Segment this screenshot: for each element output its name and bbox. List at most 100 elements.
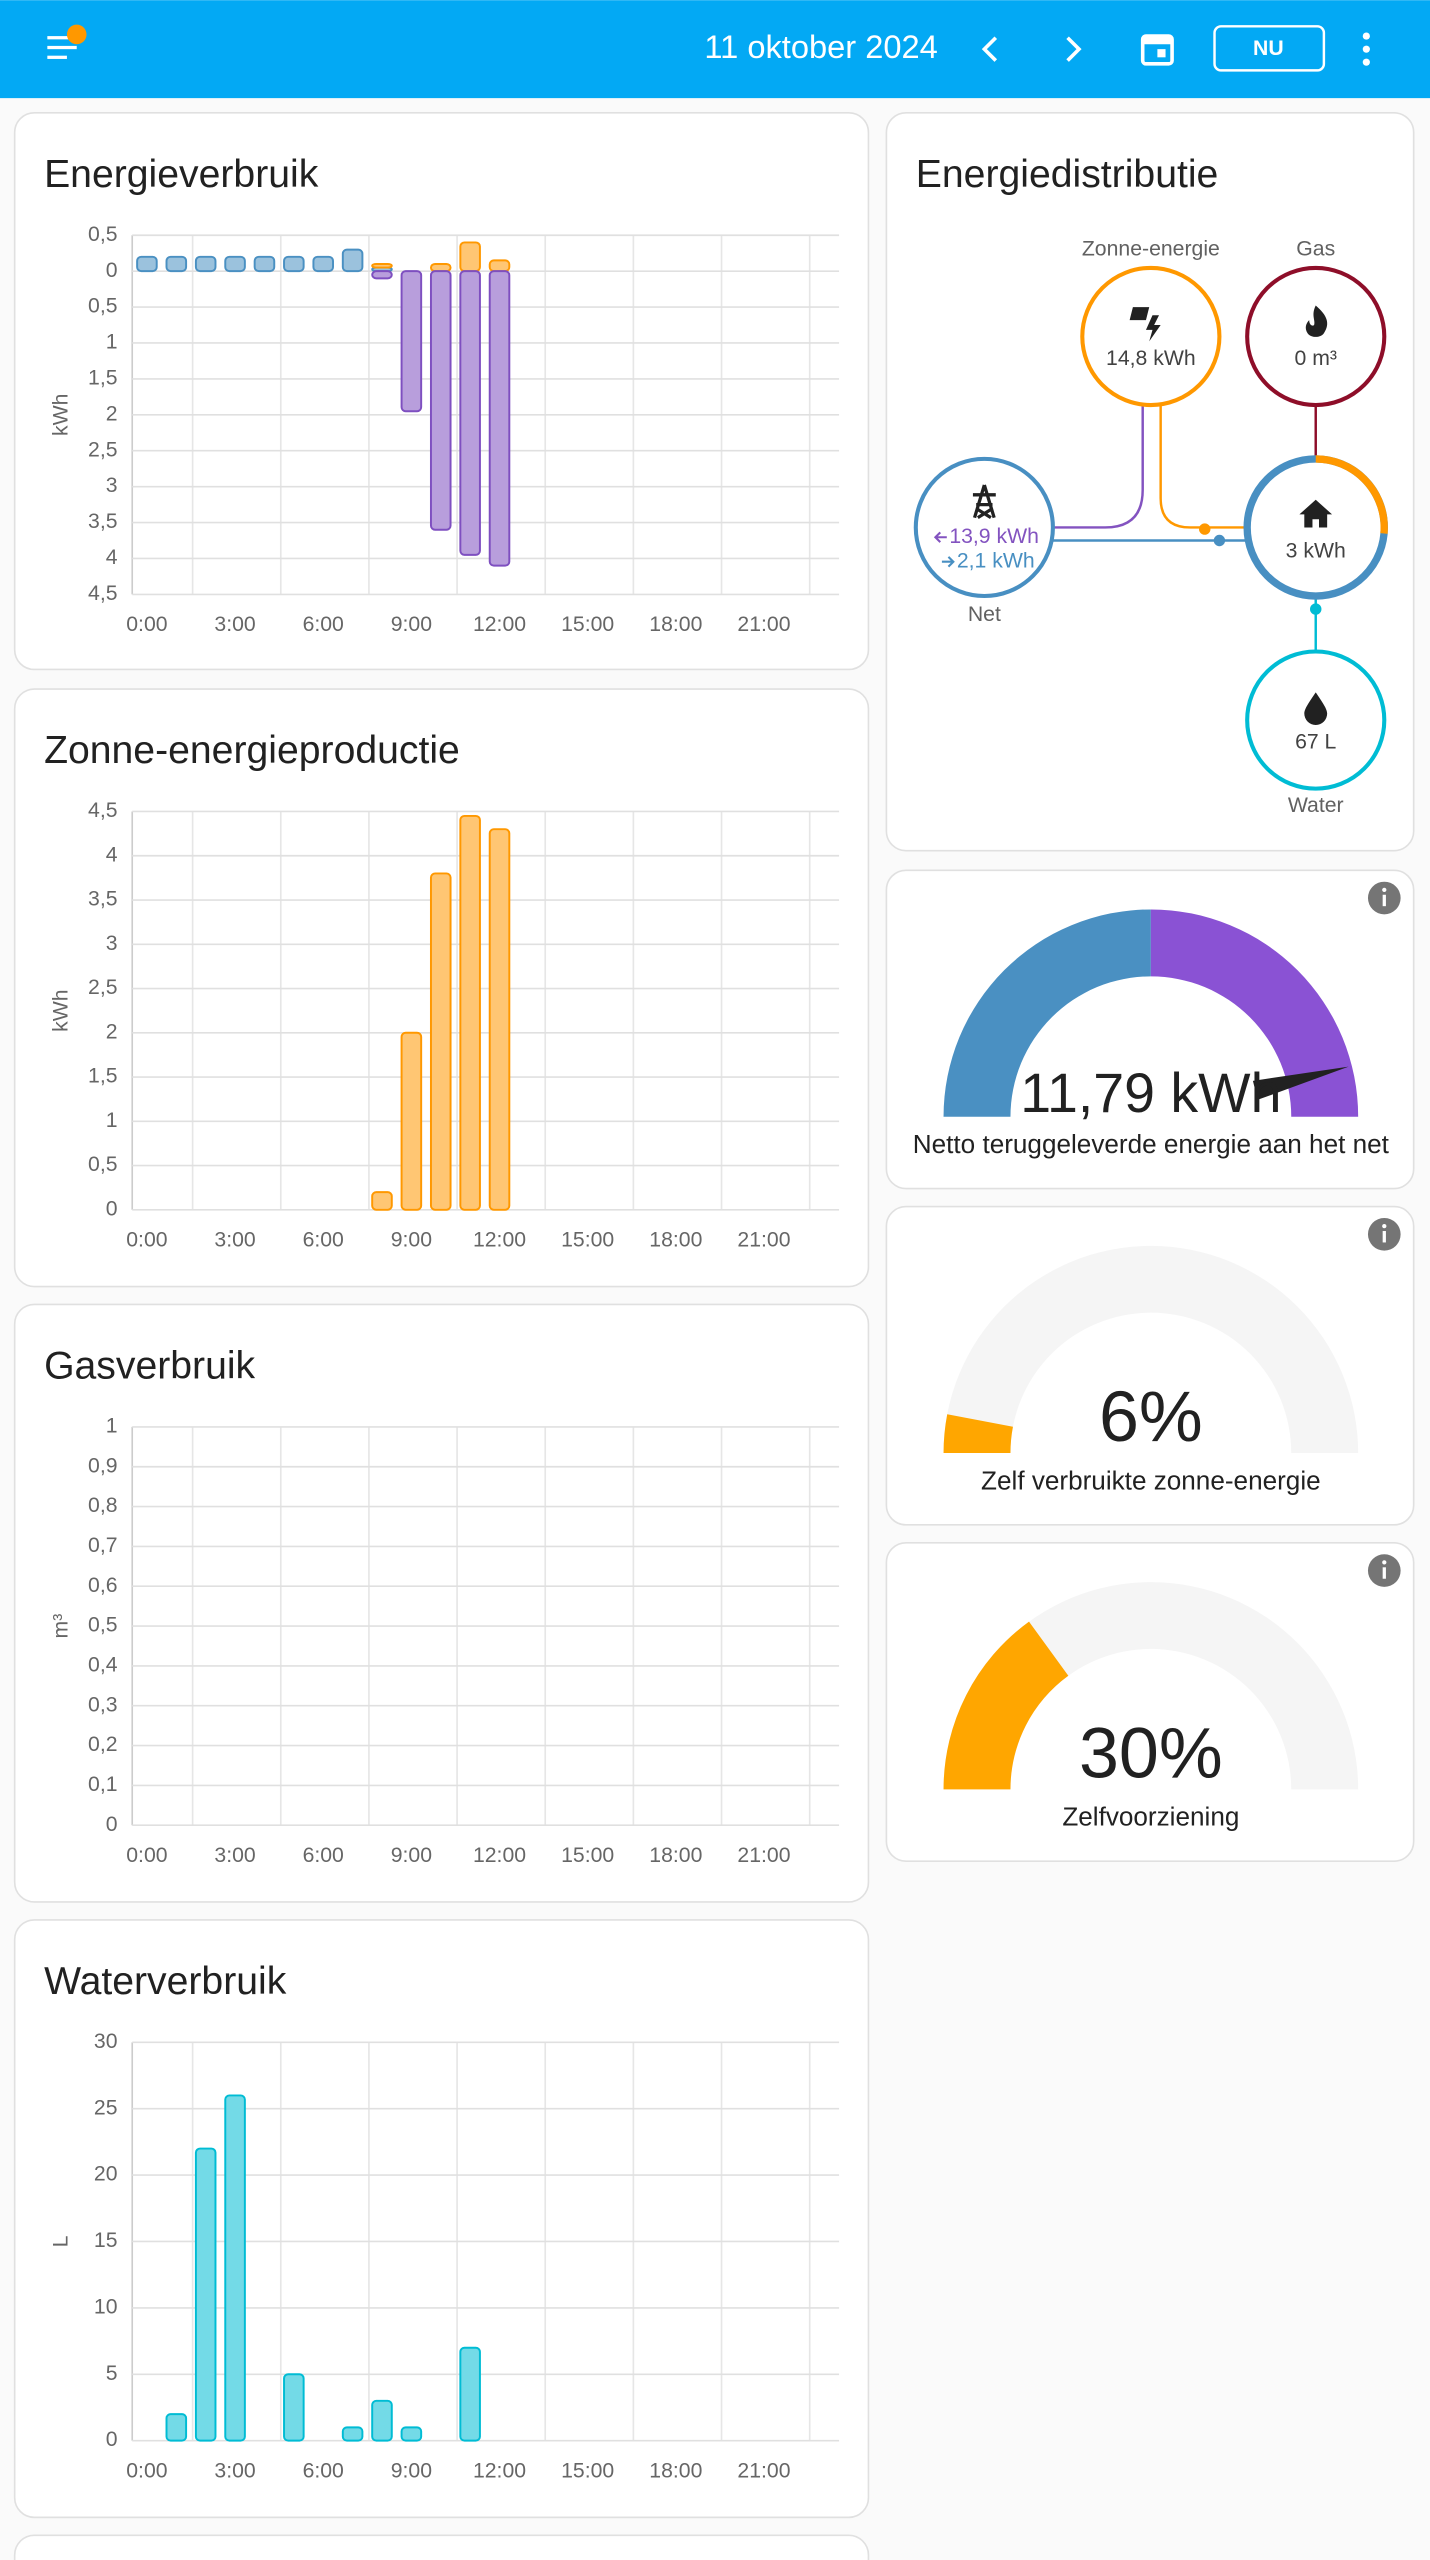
card (885, 1542, 1415, 1862)
x-tick-label: 3:00 (214, 613, 255, 636)
x-tick-label: 18:00 (649, 1228, 702, 1251)
x-tick-label: 21:00 (737, 1844, 790, 1867)
x-tick-label: 15:00 (561, 1844, 614, 1867)
bar (488, 828, 511, 1211)
bar (400, 2426, 423, 2442)
card-title: Energieverbruik (44, 153, 319, 196)
now-button-label[interactable]: NU (1253, 37, 1284, 60)
card (13, 1303, 870, 1903)
y-tick-label: 0,6 (88, 1574, 118, 1597)
bar (253, 255, 276, 273)
next-button[interactable] (1066, 36, 1082, 62)
bar (429, 872, 452, 1211)
x-tick-label: 3:00 (214, 2459, 255, 2482)
bar (371, 270, 393, 280)
now-button[interactable] (1213, 25, 1326, 72)
gauge-label: Zelfvoorziening (1062, 1802, 1239, 1832)
prev-button[interactable] (981, 36, 998, 62)
bar (371, 1191, 393, 1211)
info-glyph (1382, 894, 1386, 907)
gauge-value (943, 1414, 1013, 1454)
y-tick-label: 3,5 (88, 510, 118, 533)
y-tick-label: 2 (106, 402, 118, 425)
info-glyph (1382, 1231, 1386, 1243)
node-value: 2,1 kWh (957, 549, 1035, 572)
x-tick-label: 3:00 (214, 1228, 255, 1251)
bar (165, 2413, 188, 2442)
y-tick-label: 0,2 (88, 1733, 118, 1756)
y-tick-label: 4 (106, 546, 118, 569)
node-value: 0 m³ (1295, 347, 1337, 370)
bar (459, 241, 481, 273)
bar (312, 255, 334, 273)
return-arrow (933, 531, 947, 543)
y-tick-label: 0,1 (88, 1773, 118, 1796)
node-value: 67 L (1295, 731, 1336, 754)
y-tick-label: 3 (106, 932, 118, 955)
card-title: Energiedistributie (916, 153, 1219, 196)
node-label: Net (968, 603, 1001, 626)
consume-arrow (941, 556, 955, 568)
x-tick-label: 3:00 (214, 1844, 255, 1867)
gauge-track (943, 1582, 1359, 1790)
x-tick-label: 21:00 (737, 2459, 790, 2482)
info-glyph (1382, 1560, 1387, 1565)
card (13, 2534, 870, 2560)
home-solar-ring (1315, 455, 1388, 534)
x-tick-label: 15:00 (561, 2459, 614, 2482)
y-tick-label: 4,5 (88, 582, 118, 605)
x-tick-label: 21:00 (737, 1228, 790, 1251)
x-tick-label: 9:00 (391, 613, 432, 636)
x-tick-label: 15:00 (561, 613, 614, 636)
calendar-button[interactable] (1140, 34, 1174, 66)
x-tick-label: 6:00 (303, 2459, 344, 2482)
card (885, 1205, 1415, 1526)
y-tick-label: 0 (106, 1813, 118, 1836)
bar (459, 270, 481, 556)
y-tick-label: 1,5 (88, 367, 118, 390)
gauge-value (943, 1621, 1069, 1790)
bar (224, 2094, 246, 2442)
gauge-needle (1252, 1066, 1349, 1100)
y-tick-label: 0,5 (88, 1153, 118, 1176)
bar (400, 1031, 423, 1211)
y-tick-label: 0 (106, 2428, 118, 2451)
node-value: 3 kWh (1286, 540, 1346, 563)
x-tick-label: 12:00 (473, 613, 526, 636)
gas-icon (1305, 305, 1328, 337)
card-title: Zonne-energieproductie (44, 729, 460, 772)
x-tick-label: 6:00 (303, 1844, 344, 1867)
x-tick-label: 0:00 (126, 613, 167, 636)
gauge-value-label: 30% (1079, 1713, 1223, 1793)
more-button[interactable] (1362, 32, 1370, 66)
bar (459, 814, 481, 1211)
x-tick-label: 0:00 (126, 1844, 167, 1867)
bar (400, 270, 423, 413)
app-bar (0, 0, 1430, 99)
y-axis-label: kWh (50, 989, 73, 1031)
menu-button[interactable] (47, 24, 87, 59)
bar (429, 263, 452, 273)
gauge-value-label: 11,79 kWh (1020, 1062, 1281, 1124)
card (13, 1919, 870, 2519)
y-tick-label: 3,5 (88, 888, 118, 911)
y-tick-label: 1 (106, 1109, 118, 1132)
node-label: Water (1288, 794, 1344, 817)
y-tick-label: 0,9 (88, 1454, 118, 1477)
y-tick-label: 0,8 (88, 1494, 118, 1517)
bar (194, 255, 217, 273)
water-icon (1304, 692, 1328, 725)
gauge-label: Netto teruggeleverde energie aan het net (913, 1129, 1390, 1159)
gauge-track (943, 1245, 1359, 1454)
y-tick-label: 0,5 (88, 1614, 118, 1637)
x-tick-label: 18:00 (649, 613, 702, 636)
flow-dot (1199, 523, 1211, 535)
x-tick-label: 18:00 (649, 1844, 702, 1867)
bar (283, 255, 305, 273)
solar-icon (1129, 307, 1161, 342)
y-tick-label: 15 (94, 2229, 118, 2252)
node-label: Zonne-energie (1082, 238, 1220, 261)
info-glyph (1382, 1567, 1386, 1579)
flow-dot (1310, 603, 1322, 615)
bar (194, 2147, 217, 2442)
